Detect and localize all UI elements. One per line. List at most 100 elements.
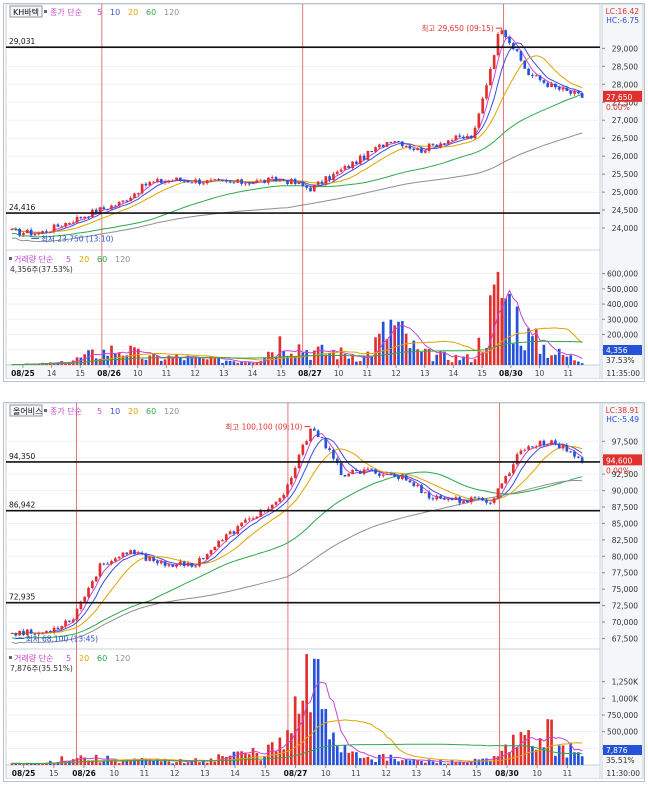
candle-body	[554, 440, 557, 445]
candle-body	[156, 561, 159, 564]
ma-line-120	[11, 480, 583, 645]
candle-body	[446, 499, 450, 501]
candle-body	[355, 161, 358, 164]
volume-bar	[339, 752, 343, 765]
volume-legend-label: 거래량 단순	[14, 254, 53, 264]
volume-bar	[190, 760, 194, 765]
volume-current-sub: 37.53%	[606, 356, 635, 365]
volume-bar	[439, 760, 442, 765]
candle-body	[297, 182, 301, 185]
volume-tick-label: 500,000	[607, 728, 638, 737]
candle-body	[171, 564, 175, 567]
candle-body	[523, 60, 527, 69]
volume-bar	[113, 760, 117, 765]
candle-body	[508, 37, 511, 44]
y-axis-panel	[601, 4, 644, 379]
volume-legend-period: 60	[97, 255, 107, 264]
volume-bar	[144, 758, 148, 765]
candle-body	[255, 180, 259, 183]
volume-bar	[98, 358, 102, 365]
volume-bar	[500, 298, 504, 365]
candle-body	[25, 629, 29, 636]
volume-bar	[416, 349, 419, 365]
candle-body	[523, 449, 527, 451]
candle-body	[102, 563, 106, 565]
x-tick-label: 08/27	[298, 369, 322, 378]
candle-body	[573, 451, 576, 457]
volume-legend-period: 5	[66, 654, 71, 663]
volume-bar	[312, 350, 316, 365]
volume-bar	[213, 761, 217, 765]
price-tick-label: 80,000	[612, 552, 638, 561]
x-tick-label: 13	[412, 769, 422, 778]
x-tick-label: 10	[532, 769, 542, 778]
volume-bar	[328, 739, 331, 765]
price-tick-label: 75,000	[612, 585, 638, 594]
volume-bar	[290, 353, 293, 365]
price-tick-label: 90,000	[612, 487, 638, 496]
volume-bar	[190, 356, 194, 365]
candle-body	[144, 554, 148, 561]
volume-bar	[374, 761, 377, 765]
candle-body	[454, 135, 458, 141]
x-tick-label: 12	[381, 769, 391, 778]
volume-bar	[110, 760, 113, 765]
x-tick-label: 10	[334, 369, 344, 378]
volume-legend-period: 5	[66, 255, 71, 264]
volume-bar	[328, 353, 331, 365]
volume-bar	[179, 758, 182, 765]
volume-bar	[171, 356, 175, 365]
volume-bar	[569, 355, 573, 365]
support-line-label: 94,350	[9, 452, 35, 461]
volume-bar	[290, 733, 293, 765]
volume-bar	[523, 735, 527, 765]
volume-bar	[412, 759, 416, 765]
candle-body	[213, 179, 217, 181]
volume-bar	[186, 355, 190, 365]
volume-bar	[538, 738, 542, 765]
candle-body	[60, 226, 64, 228]
volume-bar	[159, 360, 163, 365]
volume-bar	[236, 362, 240, 365]
volume-bar	[209, 758, 213, 765]
volume-bar	[278, 336, 282, 365]
price-tick-label: 27,000	[612, 116, 638, 125]
volume-bar	[312, 658, 316, 765]
candle-body	[534, 75, 538, 77]
volume-ma-60	[11, 340, 583, 366]
candle-body	[481, 497, 485, 501]
volume-bar	[286, 730, 289, 765]
candle-body	[462, 136, 465, 139]
volume-bar	[519, 345, 523, 365]
candle-body	[179, 561, 182, 565]
volume-bar	[121, 355, 125, 365]
volume-bar	[431, 361, 435, 365]
volume-bar	[580, 363, 584, 365]
volume-bar	[450, 760, 454, 765]
candle-body	[332, 173, 335, 180]
volume-bar	[542, 344, 546, 365]
candle-body	[397, 141, 400, 143]
volume-bar	[355, 752, 358, 765]
volume-ma-60	[11, 743, 583, 765]
candle-body	[573, 91, 576, 94]
candle-body	[282, 179, 286, 181]
volume-bar	[565, 757, 569, 765]
candle-body	[577, 456, 580, 458]
candle-body	[511, 43, 515, 50]
candle-body	[64, 222, 67, 227]
volume-info: 4,356주(37.53%)	[10, 265, 73, 274]
volume-bar	[531, 336, 534, 365]
ma-legend-period: 10	[110, 407, 120, 416]
volume-tick-label: 300,000	[607, 315, 638, 324]
volume-bar	[420, 352, 423, 365]
volume-bar	[267, 351, 270, 365]
candle-body	[450, 140, 454, 142]
candle-body	[217, 540, 220, 547]
candle-body	[52, 627, 56, 633]
candle-body	[171, 180, 175, 182]
x-tick-label: 11	[140, 769, 150, 778]
volume-bar	[374, 337, 377, 365]
volume-bar	[335, 746, 339, 765]
x-tick-label: 08/27	[284, 769, 308, 778]
